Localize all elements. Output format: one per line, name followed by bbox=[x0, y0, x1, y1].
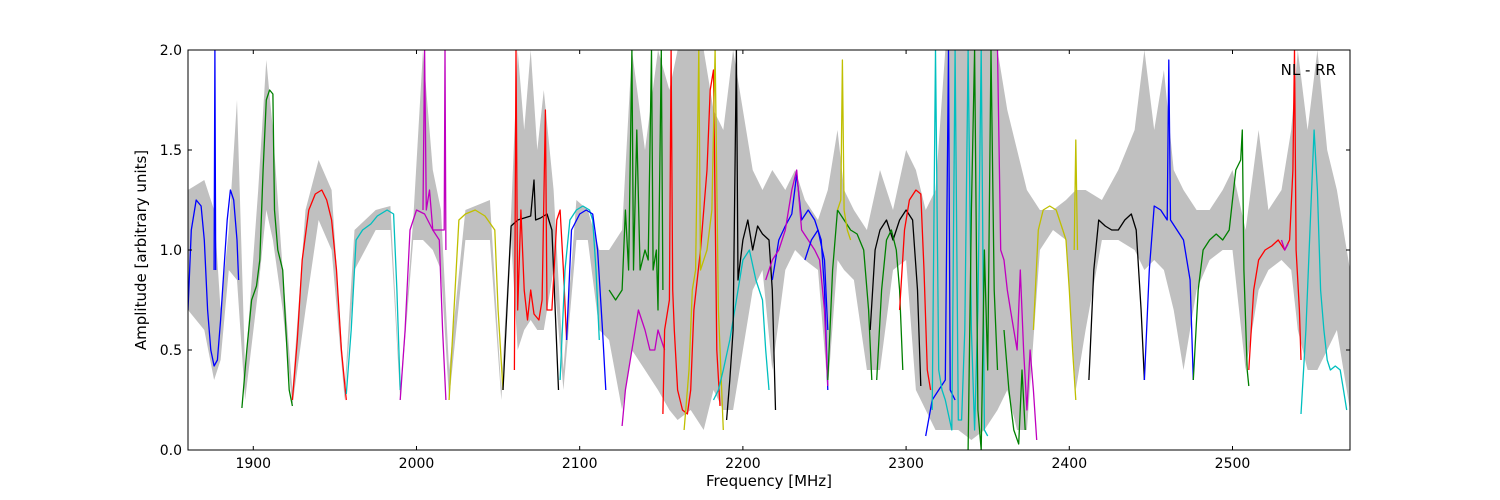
series-line-30 bbox=[996, 50, 1038, 441]
series-line-17 bbox=[712, 249, 770, 401]
series-line-18 bbox=[725, 50, 777, 421]
series-line-38 bbox=[1300, 129, 1348, 415]
series-line-23 bbox=[836, 59, 852, 241]
series-line-25 bbox=[876, 229, 904, 381]
series-line-6 bbox=[399, 209, 447, 401]
series-line-35 bbox=[1143, 59, 1194, 381]
x-axis: 1900 2000 2100 2200 2300 2400 2500 bbox=[235, 50, 1250, 472]
series-line-19 bbox=[771, 173, 829, 391]
series-line-22 bbox=[827, 209, 873, 381]
x-axis-label: Frequency [MHz] bbox=[706, 472, 832, 490]
annotation-label: NL - RR bbox=[1281, 61, 1336, 79]
series-line-26 bbox=[898, 189, 932, 391]
series-line-39 bbox=[1280, 239, 1289, 251]
series-line-3 bbox=[241, 89, 294, 409]
series-line-4 bbox=[291, 189, 347, 401]
series-line-5 bbox=[345, 209, 401, 395]
series-line-31 bbox=[1003, 329, 1026, 445]
series-line-2 bbox=[213, 50, 217, 271]
series-line-32 bbox=[1032, 205, 1077, 401]
series-line-8 bbox=[448, 209, 504, 401]
series-line-24 bbox=[869, 209, 922, 387]
series-line-9 bbox=[502, 179, 560, 391]
x-tick-label: 2200 bbox=[725, 456, 761, 472]
series-line-13 bbox=[608, 50, 664, 311]
x-tick-label: 1900 bbox=[235, 456, 271, 472]
series-line-11 bbox=[559, 205, 600, 381]
series-line-29 bbox=[967, 50, 999, 450]
series-line-36 bbox=[1192, 129, 1250, 387]
series-line-20 bbox=[765, 169, 829, 387]
y-tick-label: 0.5 bbox=[160, 343, 182, 359]
series-line-33 bbox=[1073, 139, 1079, 251]
series-line-34 bbox=[1088, 213, 1146, 381]
x-tick-label: 2500 bbox=[1215, 456, 1251, 472]
series-line-14 bbox=[621, 309, 666, 427]
series-line-16 bbox=[683, 50, 724, 431]
series-line-15 bbox=[662, 50, 721, 415]
series-line-10 bbox=[513, 50, 568, 371]
x-tick-label: 2000 bbox=[399, 456, 435, 472]
series-line-28 bbox=[931, 50, 989, 437]
x-tick-label: 2300 bbox=[888, 456, 924, 472]
y-tick-label: 2.0 bbox=[160, 43, 182, 59]
y-tick-label: 1.0 bbox=[160, 243, 182, 259]
series-layer bbox=[188, 50, 1348, 450]
series-line-21 bbox=[804, 229, 829, 331]
x-tick-label: 2100 bbox=[562, 456, 598, 472]
series-line-1 bbox=[188, 189, 240, 367]
y-tick-label: 0.0 bbox=[160, 443, 182, 459]
x-tick-label: 2400 bbox=[1051, 456, 1087, 472]
y-tick-label: 1.5 bbox=[160, 143, 182, 159]
series-line-7 bbox=[422, 50, 447, 251]
series-line-12 bbox=[565, 209, 607, 391]
y-axis-label: Amplitude [arbitrary units] bbox=[132, 150, 150, 350]
y-axis: 0.0 0.5 1.0 1.5 2.0 bbox=[160, 43, 1350, 459]
